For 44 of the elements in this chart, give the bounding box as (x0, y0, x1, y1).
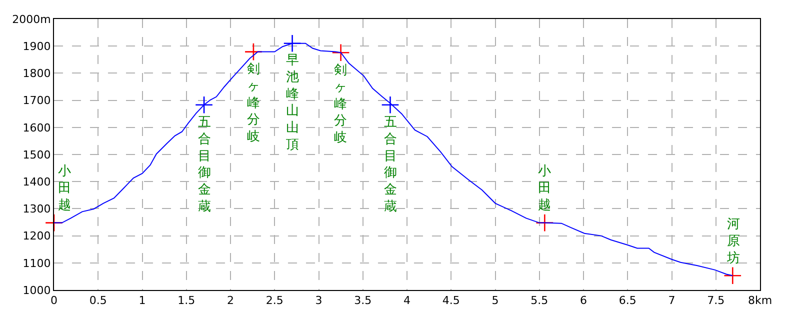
y-tick-label: 1300 (22, 202, 51, 216)
x-tick-label: 4 (404, 294, 410, 308)
annotation: 五合目御金蔵 (384, 115, 397, 214)
annotation: 小田越 (538, 164, 551, 213)
point (381, 96, 400, 114)
y-tick-label: 1400 (22, 175, 51, 188)
y-tick-label: 1600 (22, 121, 51, 134)
x-tick-label: 0 (50, 294, 58, 308)
annotation: 小田越 (58, 164, 71, 213)
annotation: 剣ヶ峰分岐 (334, 63, 347, 146)
y-tick-label: 1800 (22, 67, 51, 80)
x-tick-label: 8km (748, 294, 772, 308)
x-tick-label: 6 (580, 294, 587, 308)
x-tick-label: 1 (138, 294, 146, 308)
point (283, 34, 302, 52)
point (724, 266, 742, 285)
x-tick-label: 6.5 (618, 294, 636, 308)
annotation: 五合目御金蔵 (198, 115, 211, 214)
x-tick-label: 5 (492, 294, 499, 308)
point (44, 214, 64, 232)
point (194, 96, 214, 114)
x-tick-label: 1.5 (178, 294, 196, 308)
y-tick-label: 1700 (22, 94, 51, 108)
x-tick-label: 2 (227, 294, 234, 308)
y-tick-label: 1900 (22, 40, 51, 53)
y-tick-label: 1500 (22, 148, 51, 162)
point (332, 44, 350, 62)
y-tick-label: 1200 (22, 230, 51, 243)
x-tick-label: 3 (315, 294, 322, 308)
annotation: 剣ヶ峰分岐 (247, 62, 260, 145)
x-tick-label: 3.5 (354, 294, 372, 308)
x-tick-label: 4.5 (442, 294, 460, 308)
x-tick-label: 2.5 (266, 294, 284, 308)
x-tick-label: 7.5 (707, 294, 725, 308)
x-tick-label: 7 (668, 294, 676, 308)
y-tick-label: 2000m (12, 12, 51, 26)
point (536, 214, 554, 232)
point (244, 42, 262, 61)
x-tick-label: 0.5 (89, 294, 107, 308)
y-tick-label: 1100 (22, 256, 51, 270)
x-tick-label: 5.5 (530, 294, 548, 308)
annotation: 早池峰山山頂 (286, 53, 299, 152)
y-tick-label: 1000 (22, 284, 51, 297)
annotation: 河原坊 (726, 217, 740, 266)
